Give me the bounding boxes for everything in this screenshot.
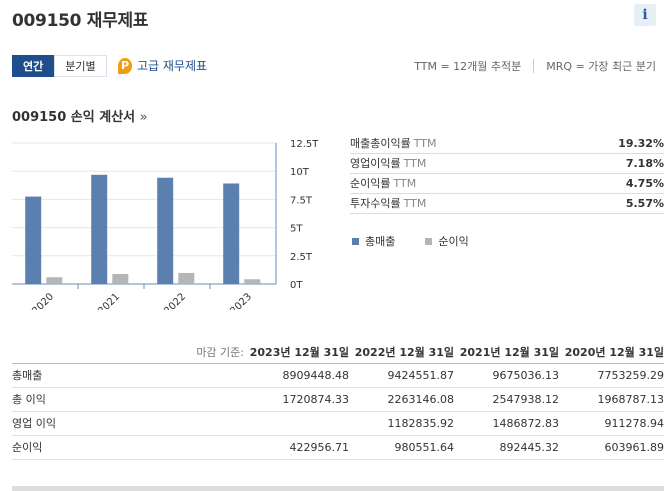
ratio-label: 순이익률 TTM xyxy=(350,174,416,193)
scroll-divider xyxy=(12,486,664,491)
bar-revenue xyxy=(25,196,42,284)
bar-revenue xyxy=(91,174,108,284)
cell: 2263146.08 xyxy=(387,393,454,406)
legend-item-net-income: 순이익 xyxy=(425,233,469,249)
premium-icon: P xyxy=(118,57,132,74)
bar-net-income xyxy=(112,273,129,284)
col-header: 2022년 12월 31일 xyxy=(354,346,454,359)
cell: 911278.94 xyxy=(604,417,665,430)
table-header: 마감 기준: 2023년 12월 31일 2022년 12월 31일 2021년… xyxy=(12,342,664,364)
ttm-tag: TTM xyxy=(393,177,417,190)
period-tabs: 연간 분기별 xyxy=(12,55,107,77)
ratio-row: 투자수익률 TTM 5.57% xyxy=(350,194,664,214)
premium-financials-link[interactable]: P 고급 재무제표 xyxy=(118,57,207,74)
x-tick-label: 2020 xyxy=(30,291,56,310)
ratio-value: 19.32% xyxy=(618,137,664,150)
y-tick-label: 0T xyxy=(290,280,303,291)
table-row: 총매출 8909448.48 9424551.87 9675036.13 775… xyxy=(12,364,664,388)
cell: 422956.71 xyxy=(289,441,350,454)
y-tick-label: 7.5T xyxy=(290,195,313,206)
tab-quarterly[interactable]: 분기별 xyxy=(54,55,107,77)
x-tick-label: 2021 xyxy=(96,291,122,310)
col-header: 2020년 12월 31일 xyxy=(564,346,664,359)
row-label: 영업 이익 xyxy=(12,417,56,430)
info-icon[interactable]: i xyxy=(634,4,656,26)
col-header: 2023년 12월 31일 xyxy=(249,346,349,359)
income-table: 마감 기준: 2023년 12월 31일 2022년 12월 31일 2021년… xyxy=(12,342,664,460)
income-statement-link[interactable]: 009150 손익 계산서 » xyxy=(12,106,148,125)
cell: 892445.32 xyxy=(499,441,560,454)
ratio-label: 영업이익률 TTM xyxy=(350,154,426,173)
bar-net-income xyxy=(46,277,63,284)
ratio-name: 매출총이익률 xyxy=(350,137,411,150)
table-row: 순이익 422956.71 980551.64 892445.32 603961… xyxy=(12,436,664,460)
bar-net-income xyxy=(244,279,261,284)
cell: 980551.64 xyxy=(394,441,455,454)
legend-swatch-revenue xyxy=(352,237,359,245)
y-tick-label: 12.5T xyxy=(290,139,319,150)
ttm-mrq-legend: TTM = 12개월 추적분 MRQ = 가장 최근 분기 xyxy=(414,58,656,74)
ratio-value: 4.75% xyxy=(625,177,664,190)
ratio-value: 7.18% xyxy=(625,157,664,170)
legend-label-net-income: 순이익 xyxy=(438,235,469,248)
cell: 1968787.13 xyxy=(597,393,664,406)
cell xyxy=(244,412,349,435)
tab-annual[interactable]: 연간 xyxy=(12,55,55,77)
ratio-label: 매출총이익률 TTM xyxy=(350,134,436,153)
ratio-list: 매출총이익률 TTM 19.32% 영업이익률 TTM 7.18% 순이익률 TTM 4.75%… xyxy=(350,134,664,214)
ratio-row: 매출총이익률 TTM 19.32% xyxy=(350,134,664,154)
ttm-tag: TTM xyxy=(403,157,427,170)
cell: 9675036.13 xyxy=(492,369,559,382)
legend-item-revenue: 총매출 xyxy=(352,233,395,249)
ratio-row: 영업이익률 TTM 7.18% xyxy=(350,154,664,174)
x-tick-label: 2023 xyxy=(228,291,254,310)
bar-revenue xyxy=(157,177,174,284)
table-row: 영업 이익 1182835.92 1486872.83 911278.94 xyxy=(12,412,664,436)
bar-net-income xyxy=(178,272,195,284)
divider xyxy=(533,59,535,73)
mrq-note: MRQ = 가장 최근 분기 xyxy=(546,60,656,73)
row-label: 총매출 xyxy=(12,369,43,382)
ratio-value: 5.57% xyxy=(625,197,664,210)
cell: 7753259.29 xyxy=(597,369,664,382)
cell: 603961.89 xyxy=(604,441,665,454)
col-header: 2021년 12월 31일 xyxy=(459,346,559,359)
bar-revenue xyxy=(223,183,240,284)
ttm-tag: TTM xyxy=(413,137,437,150)
legend-label-revenue: 총매출 xyxy=(365,235,396,248)
page-title: 009150 재무제표 xyxy=(12,11,149,31)
y-tick-label: 2.5T xyxy=(290,252,313,263)
ratio-row: 순이익률 TTM 4.75% xyxy=(350,174,664,194)
cell: 8909448.48 xyxy=(282,369,349,382)
row-label: 순이익 xyxy=(12,441,43,454)
ttm-tag: TTM xyxy=(403,197,427,210)
cell: 2547938.12 xyxy=(492,393,559,406)
cell: 9424551.87 xyxy=(387,369,454,382)
row-label: 총 이익 xyxy=(12,393,46,406)
section-title: 009150 손익 계산서 xyxy=(12,110,136,125)
y-tick-label: 10T xyxy=(290,167,310,178)
chevron-right-icon: » xyxy=(139,110,148,125)
ratio-name: 순이익률 xyxy=(350,177,391,190)
y-tick-label: 5T xyxy=(290,224,303,235)
income-chart: 0T 2.5T 5T 7.5T 10T 12.5T 2020 2021 2022 2023 xyxy=(12,139,319,310)
table-row: 총 이익 1720874.33 2263146.08 2547938.12 19… xyxy=(12,388,664,412)
basis-label: 마감 기준: xyxy=(196,346,244,359)
ratio-name: 영업이익률 xyxy=(350,157,401,170)
cell: 1720874.33 xyxy=(282,393,349,406)
ratio-name: 투자수익률 xyxy=(350,197,401,210)
ratio-label: 투자수익률 TTM xyxy=(350,194,426,213)
legend-swatch-net-income xyxy=(425,237,433,245)
premium-label: 고급 재무제표 xyxy=(137,59,208,73)
cell: 1182835.92 xyxy=(387,417,454,430)
cell: 1486872.83 xyxy=(492,417,559,430)
ttm-note: TTM = 12개월 추적분 xyxy=(414,60,522,73)
chart-legend: 총매출 순이익 xyxy=(352,233,499,249)
x-tick-label: 2022 xyxy=(162,291,188,310)
